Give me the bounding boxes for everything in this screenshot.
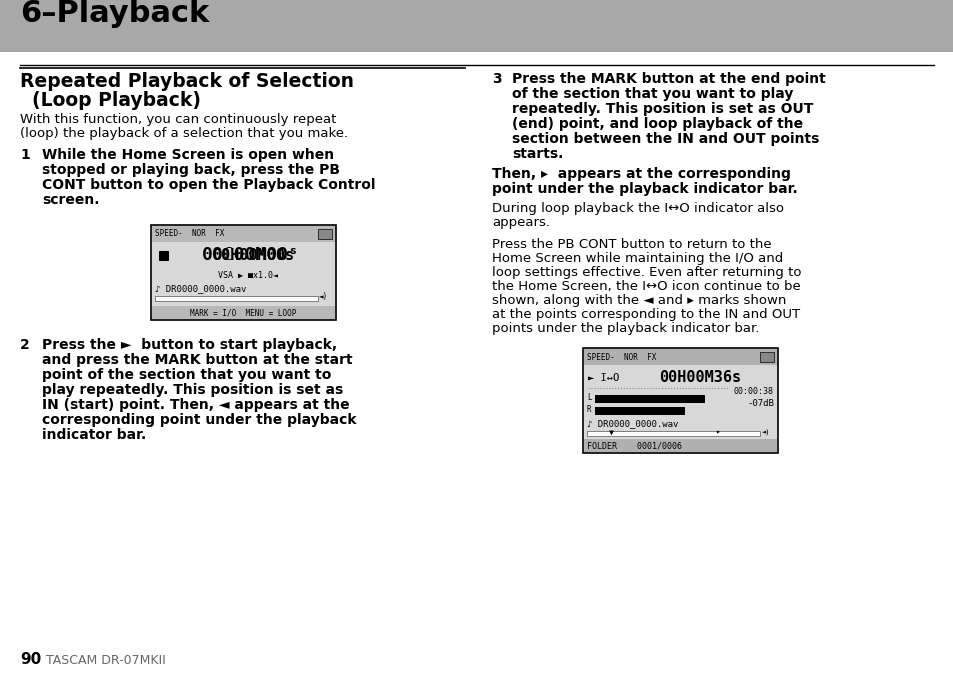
Text: VSA ▶ ■x1.0◄: VSA ▶ ■x1.0◄ [218, 271, 277, 279]
Text: points under the playback indicator bar.: points under the playback indicator bar. [492, 322, 759, 335]
Text: TASCAM DR-07MKII: TASCAM DR-07MKII [46, 653, 166, 666]
Text: screen.: screen. [42, 193, 99, 207]
Text: Home Screen while maintaining the I/O and: Home Screen while maintaining the I/O an… [492, 252, 782, 265]
Bar [154, 296, 317, 301]
Text: SPEED-  NOR  FX: SPEED- NOR FX [154, 230, 224, 238]
Text: ▼: ▼ [608, 427, 613, 437]
Text: ◄): ◄) [318, 292, 328, 302]
Text: (loop) the playback of a selection that you make.: (loop) the playback of a selection that … [20, 127, 348, 140]
Text: 3: 3 [492, 72, 501, 86]
Text: MARK = I/O  MENU = LOOP: MARK = I/O MENU = LOOP [190, 308, 295, 317]
Text: ♪ DR0000_0000.wav: ♪ DR0000_0000.wav [586, 419, 678, 429]
Text: corresponding point under the playback: corresponding point under the playback [42, 413, 356, 427]
Text: 6–Playback: 6–Playback [20, 0, 209, 28]
Bar [595, 407, 684, 415]
Bar [586, 431, 760, 436]
Bar [159, 251, 169, 261]
Text: During loop playback the I↔O indicator also: During loop playback the I↔O indicator a… [492, 202, 783, 215]
Text: of the section that you want to play: of the section that you want to play [512, 87, 793, 101]
Text: and press the MARK button at the start: and press the MARK button at the start [42, 353, 353, 367]
Text: indicator bar.: indicator bar. [42, 428, 146, 442]
Text: IN (start) point. Then, ◄ appears at the: IN (start) point. Then, ◄ appears at the [42, 398, 349, 412]
Text: appears.: appears. [492, 216, 550, 229]
Bar [595, 395, 704, 403]
Bar [152, 306, 335, 319]
Bar [151, 225, 335, 320]
Text: Repeated Playback of Selection: Repeated Playback of Selection [20, 72, 354, 91]
Text: With this function, you can continuously repeat: With this function, you can continuously… [20, 113, 336, 126]
Text: R: R [586, 406, 591, 414]
Text: SPEED-  NOR  FX: SPEED- NOR FX [586, 352, 656, 362]
Text: loop settings effective. Even after returning to: loop settings effective. Even after retu… [492, 266, 801, 279]
Text: Press the ►  button to start playback,: Press the ► button to start playback, [42, 338, 336, 352]
Text: L: L [586, 394, 591, 402]
Text: While the Home Screen is open when: While the Home Screen is open when [42, 148, 334, 162]
Text: ► I↔O: ► I↔O [587, 373, 618, 383]
Text: Press the PB CONT button to return to the: Press the PB CONT button to return to th… [492, 238, 771, 251]
Text: 00H00M00s: 00H00M00s [212, 248, 294, 263]
FancyBboxPatch shape [0, 0, 953, 52]
Text: repeatedly. This position is set as OUT: repeatedly. This position is set as OUT [512, 102, 813, 116]
Text: -07dB: -07dB [746, 400, 773, 408]
Bar [152, 226, 335, 242]
Bar [760, 352, 773, 362]
Bar [317, 229, 332, 239]
Text: point under the playback indicator bar.: point under the playback indicator bar. [492, 182, 797, 196]
Text: 1: 1 [20, 148, 30, 162]
Text: play repeatedly. This position is set as: play repeatedly. This position is set as [42, 383, 343, 397]
Text: (Loop Playback): (Loop Playback) [32, 91, 201, 110]
Text: (end) point, and loop playback of the: (end) point, and loop playback of the [512, 117, 802, 131]
Text: ▸: ▸ [715, 427, 720, 437]
Text: 00ℂ00M00ˢ: 00ℂ00M00ˢ [202, 246, 299, 264]
Text: 90: 90 [20, 653, 41, 668]
Text: 2: 2 [20, 338, 30, 352]
Text: Press the MARK button at the end point: Press the MARK button at the end point [512, 72, 825, 86]
Text: at the points corresponding to the IN and OUT: at the points corresponding to the IN an… [492, 308, 800, 321]
Text: Then, ▸  appears at the corresponding: Then, ▸ appears at the corresponding [492, 167, 790, 181]
Text: the Home Screen, the I↔O icon continue to be: the Home Screen, the I↔O icon continue t… [492, 280, 800, 293]
Text: CONT button to open the Playback Control: CONT button to open the Playback Control [42, 178, 375, 192]
Text: starts.: starts. [512, 147, 563, 161]
Text: shown, along with the ◄ and ▸ marks shown: shown, along with the ◄ and ▸ marks show… [492, 294, 785, 307]
Text: FOLDER    0001/0006: FOLDER 0001/0006 [586, 441, 681, 450]
Text: point of the section that you want to: point of the section that you want to [42, 368, 331, 382]
Bar [583, 349, 776, 365]
Text: stopped or playing back, press the PB: stopped or playing back, press the PB [42, 163, 339, 177]
Bar [583, 439, 776, 452]
Text: ◄): ◄) [760, 429, 769, 435]
Text: 00:00:38: 00:00:38 [733, 387, 773, 396]
Text: section between the IN and OUT points: section between the IN and OUT points [512, 132, 819, 146]
Bar [582, 348, 778, 453]
Text: ♪ DR0000_0000.wav: ♪ DR0000_0000.wav [154, 284, 246, 294]
Text: 00H00M36s: 00H00M36s [659, 371, 740, 385]
